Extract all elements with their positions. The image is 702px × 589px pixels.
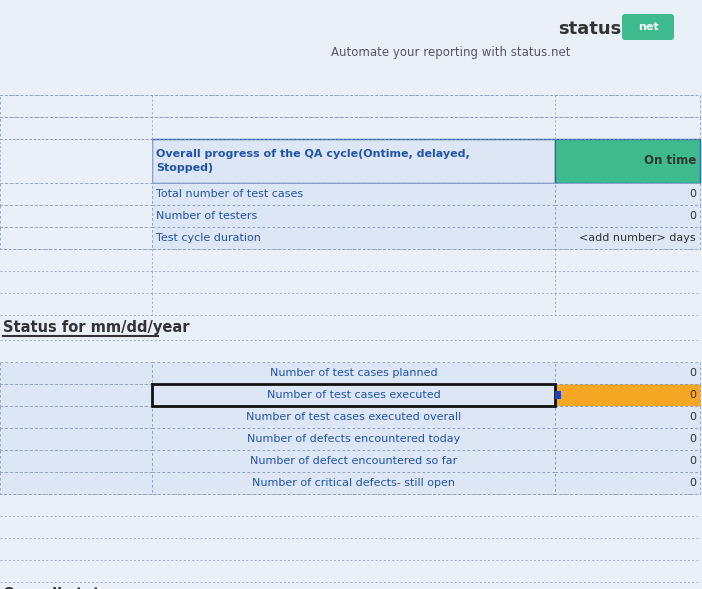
Bar: [152, 205, 555, 227]
Text: Number of testers: Number of testers: [156, 211, 257, 221]
Bar: [152, 362, 555, 384]
Bar: [152, 139, 555, 183]
Bar: [0, 227, 152, 249]
Text: status: status: [558, 20, 621, 38]
Bar: [555, 384, 700, 406]
Bar: [0, 95, 700, 117]
Text: 0: 0: [689, 368, 696, 378]
Bar: [555, 391, 561, 399]
Bar: [152, 406, 555, 428]
Text: Number of defect encountered so far: Number of defect encountered so far: [250, 456, 457, 466]
Bar: [152, 183, 555, 205]
Bar: [0, 472, 152, 494]
Bar: [0, 406, 152, 428]
Bar: [555, 362, 700, 384]
Bar: [152, 384, 555, 406]
Bar: [0, 362, 152, 384]
Text: Overall status: Overall status: [3, 587, 119, 589]
Text: 0: 0: [689, 211, 696, 221]
Bar: [152, 472, 555, 494]
Text: Automate your reporting with status.net: Automate your reporting with status.net: [331, 46, 571, 59]
Bar: [0, 384, 152, 406]
Bar: [152, 227, 555, 249]
Bar: [555, 205, 700, 227]
Bar: [555, 227, 700, 249]
Text: 0: 0: [689, 189, 696, 199]
Text: Number of test cases executed: Number of test cases executed: [267, 390, 440, 400]
Text: On time: On time: [644, 154, 696, 167]
Bar: [0, 428, 152, 450]
Bar: [0, 205, 152, 227]
Text: net: net: [637, 22, 658, 32]
Bar: [0, 450, 152, 472]
Text: Number of critical defects- still open: Number of critical defects- still open: [252, 478, 455, 488]
Text: 0: 0: [689, 390, 696, 400]
Text: 0: 0: [689, 478, 696, 488]
Text: 0: 0: [689, 456, 696, 466]
Bar: [152, 384, 555, 406]
Bar: [555, 139, 700, 183]
Bar: [555, 406, 700, 428]
Bar: [555, 472, 700, 494]
Bar: [0, 117, 700, 139]
Text: Number of defects encountered today: Number of defects encountered today: [247, 434, 460, 444]
Text: Status for mm/dd/year: Status for mm/dd/year: [3, 320, 190, 335]
Text: <add number> days: <add number> days: [579, 233, 696, 243]
Text: Number of test cases executed overall: Number of test cases executed overall: [246, 412, 461, 422]
Bar: [555, 183, 700, 205]
Bar: [0, 139, 152, 183]
Text: 0: 0: [689, 434, 696, 444]
Bar: [152, 450, 555, 472]
Text: Number of test cases planned: Number of test cases planned: [270, 368, 437, 378]
Text: Overall progress of the QA cycle(Ontime, delayed,
Stopped): Overall progress of the QA cycle(Ontime,…: [156, 150, 470, 173]
Text: Total number of test cases: Total number of test cases: [156, 189, 303, 199]
Bar: [0, 183, 152, 205]
Text: Test cycle duration: Test cycle duration: [156, 233, 261, 243]
Bar: [152, 428, 555, 450]
Bar: [555, 450, 700, 472]
Text: 0: 0: [689, 412, 696, 422]
Bar: [555, 428, 700, 450]
FancyBboxPatch shape: [622, 14, 674, 40]
